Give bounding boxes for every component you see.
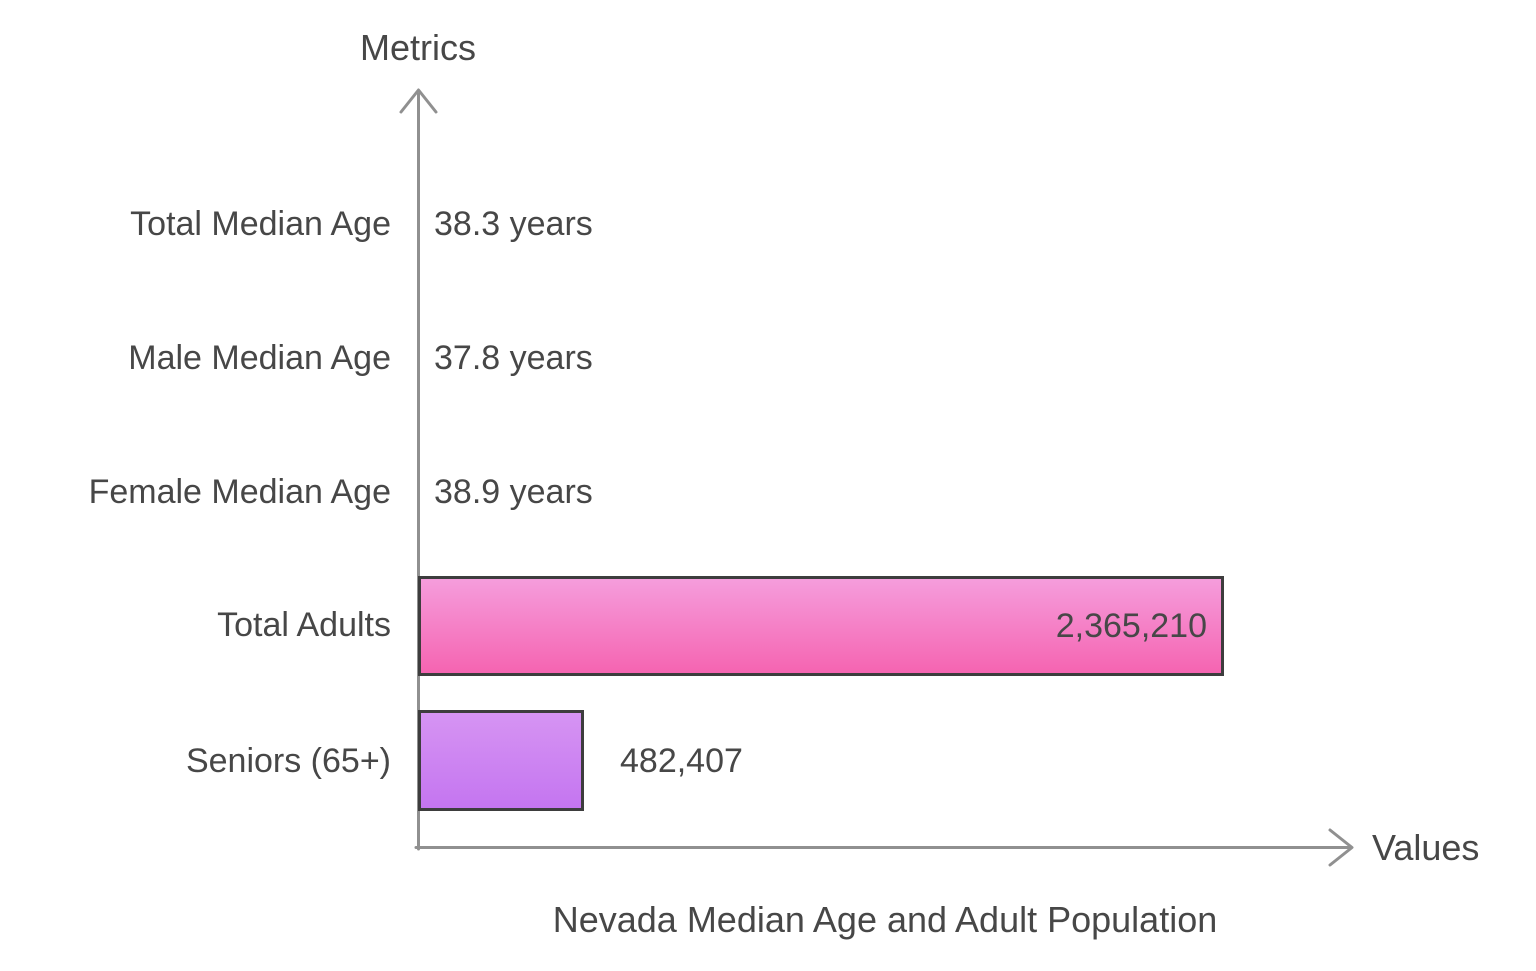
y-axis-arrow-icon [399, 88, 438, 114]
y-axis-label: Metrics [360, 27, 476, 68]
bar-total-adults: 2,365,210 [418, 576, 1224, 676]
value-female-median-age: 38.9 years [434, 473, 593, 511]
row-label-total-adults: Total Adults [217, 606, 391, 644]
x-axis-label: Values [1372, 827, 1480, 868]
value-total-median-age: 38.3 years [434, 205, 593, 243]
value-male-median-age: 37.8 years [434, 339, 593, 377]
x-axis-arrow-icon [1328, 828, 1354, 867]
chart-title: Nevada Median Age and Adult Population [552, 899, 1218, 940]
bar-value-total-adults: 2,365,210 [1055, 607, 1207, 645]
row-label-female-median-age: Female Median Age [88, 473, 391, 511]
row-label-male-median-age: Male Median Age [128, 339, 391, 377]
value-seniors: 482,407 [620, 742, 743, 780]
row-label-total-median-age: Total Median Age [130, 205, 391, 243]
row-label-seniors: Seniors (65+) [185, 742, 391, 780]
bar-seniors [418, 710, 584, 811]
